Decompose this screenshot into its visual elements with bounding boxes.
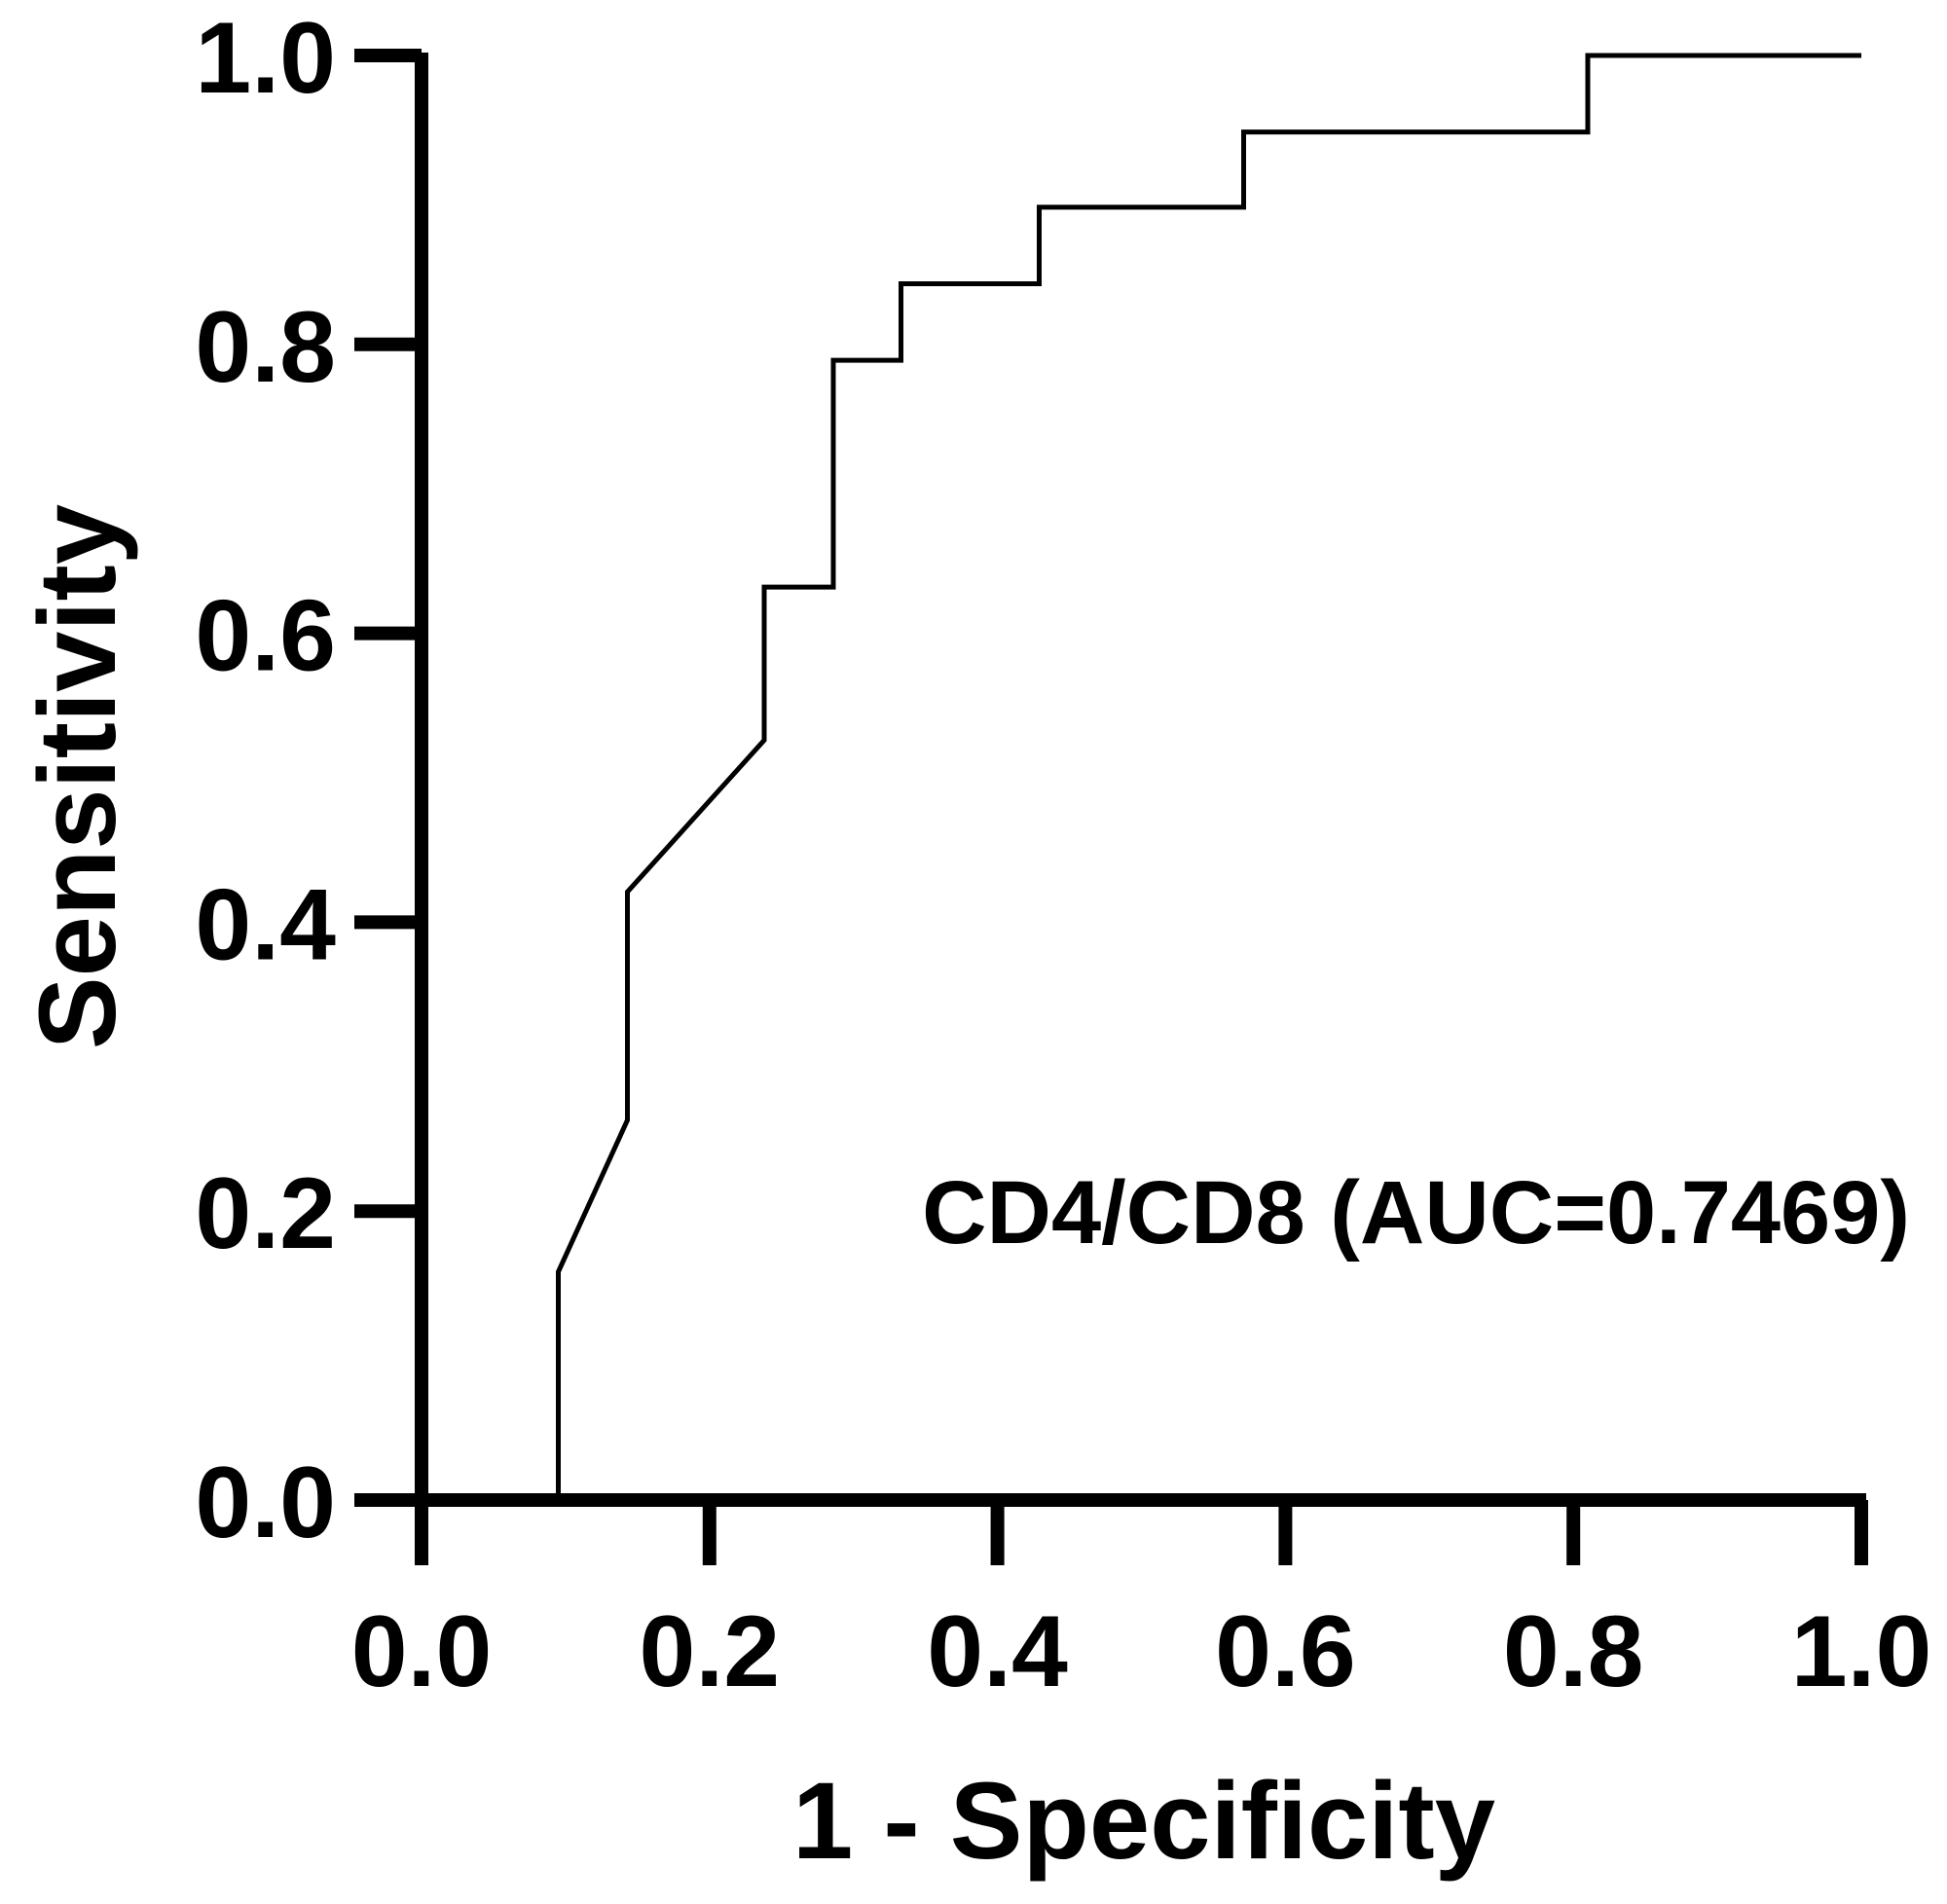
auc-annotation: CD4/CD8 (AUC=0.7469)	[922, 1163, 1910, 1263]
tick-labels: 0.0 0.2 0.4 0.6 0.8 1.0 0.0 0.2 0.4 0.6 0.8 1.0	[195, 2, 1931, 1708]
y-tick-label: 0.8	[195, 291, 336, 404]
x-tick-label: 1.0	[1791, 1595, 1932, 1708]
series-layer	[556, 53, 1861, 1500]
x-tick-label: 0.2	[640, 1595, 781, 1708]
y-tick-label: 0.4	[195, 868, 336, 981]
axes	[415, 53, 1866, 1507]
x-tick-label: 0.8	[1503, 1595, 1644, 1708]
x-axis-title: 1 - Specificity	[792, 1760, 1495, 1882]
y-tick-label: 0.0	[195, 1446, 336, 1559]
x-tick-label: 0.0	[351, 1595, 493, 1708]
ticks	[354, 49, 1868, 1565]
x-tick-label: 0.6	[1215, 1595, 1356, 1708]
y-tick-label: 0.2	[195, 1157, 336, 1270]
y-axis-title: Sensitivity	[17, 504, 138, 1049]
x-tick-label: 0.4	[927, 1595, 1068, 1708]
roc-curve	[556, 53, 1861, 1500]
y-tick-label: 1.0	[195, 2, 336, 115]
y-tick-label: 0.6	[195, 580, 336, 693]
